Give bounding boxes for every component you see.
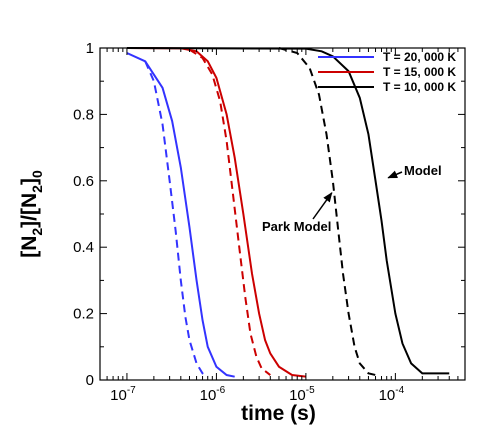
legend-label-0: T = 20, 000 K [383, 50, 456, 64]
series-line-0 [126, 52, 235, 378]
annotation-model-arrow [387, 170, 403, 179]
series-line-3 [188, 48, 271, 376]
plot-frame [99, 47, 466, 381]
legend-label-2: T = 10, 000 K [383, 80, 456, 94]
plot-area [126, 47, 450, 378]
series-line-4 [126, 47, 450, 375]
legend-label-1: T = 15, 000 K [383, 65, 456, 79]
annotation-model: Model [404, 163, 442, 178]
y-tick-label-5: 1 [86, 40, 94, 57]
annotation-park-arrow [312, 191, 333, 220]
y-axis-title: [N2]/[N2]0 [18, 170, 45, 258]
series-line-5 [278, 47, 376, 376]
y-tick-label-0: 0 [86, 372, 94, 389]
y-tick-label-4: 0.8 [73, 106, 94, 123]
y-tick-label-2: 0.4 [73, 239, 94, 256]
series-line-2 [126, 47, 307, 378]
axis-ticks: 0 0.2 0.4 0.6 0.8 1 10-7 10-6 10-5 10-4 [73, 40, 465, 404]
y-tick-label-3: 0.6 [73, 173, 94, 190]
x-tick-label-3: 10-4 [379, 385, 405, 404]
annotation-park-model: Park Model [262, 219, 331, 234]
legend: T = 20, 000 KT = 15, 000 KT = 10, 000 K [318, 50, 456, 94]
annotations: Model Park Model [262, 163, 442, 234]
x-tick-label-1: 10-6 [200, 385, 226, 404]
x-tick-label-0: 10-7 [110, 385, 136, 404]
x-axis-title: time (s) [241, 402, 316, 425]
y-tick-label-1: 0.2 [73, 306, 94, 323]
x-tick-label-2: 10-5 [289, 385, 315, 404]
series-line-1 [144, 60, 209, 378]
